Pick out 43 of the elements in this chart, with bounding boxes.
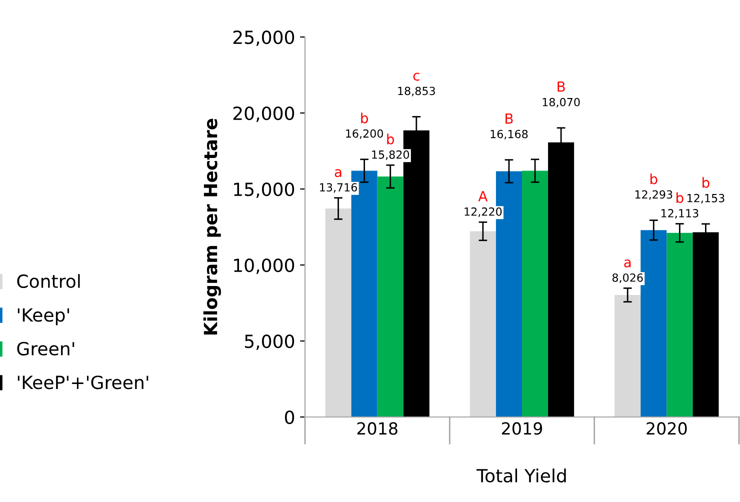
annotation: A <box>478 191 488 202</box>
data-label: 18,070 <box>542 98 580 108</box>
data-label: 18,853 <box>398 86 435 96</box>
bar <box>325 208 352 417</box>
x-tick-label: 2018 <box>357 422 398 435</box>
data-label: 12,220 <box>464 207 502 217</box>
data-label: 12,153 <box>688 194 724 204</box>
data-label: 12,113 <box>661 209 698 219</box>
bar <box>470 231 496 417</box>
x-axis-title: Total Yield <box>476 468 566 483</box>
x-tick-label: 2020 <box>646 422 687 435</box>
y-tick-label: 10,000 <box>234 258 294 274</box>
annotation: c <box>413 72 420 81</box>
annotation: b <box>650 173 658 184</box>
annotation: B <box>506 114 513 124</box>
annotation: B <box>558 82 565 92</box>
x-tick-label: 2019 <box>502 422 542 435</box>
data-label: 12,293 <box>635 190 672 200</box>
legend-label: Control <box>17 274 80 288</box>
y-tick-label: 5,000 <box>244 334 294 350</box>
annotation: a <box>624 259 631 268</box>
data-label: 8,026 <box>612 273 643 283</box>
bar <box>522 170 548 417</box>
y-tick-label: 15,000 <box>234 182 294 198</box>
bar <box>377 176 404 417</box>
bar <box>666 232 693 417</box>
legend-label: 'KeeP'+'Green' <box>18 376 148 390</box>
annotation: b <box>676 192 684 204</box>
annotation: b <box>361 112 368 124</box>
annotation: b <box>387 134 394 144</box>
data-label: 16,168 <box>490 130 528 140</box>
data-label: 16,200 <box>346 129 384 139</box>
data-label: 13,716 <box>320 183 358 193</box>
y-tick-label: 25,000 <box>233 30 294 46</box>
legend-label: Green' <box>17 342 74 356</box>
y-axis-title: Kilogram per Hectare <box>203 118 221 334</box>
annotation: b <box>702 177 710 188</box>
bar <box>614 295 641 417</box>
y-tick-label: 0 <box>284 410 294 424</box>
annotation: a <box>334 169 342 178</box>
y-tick-label: 20,000 <box>233 106 294 122</box>
data-label: 15,820 <box>372 150 410 160</box>
legend-label: 'Keep' <box>18 308 69 326</box>
